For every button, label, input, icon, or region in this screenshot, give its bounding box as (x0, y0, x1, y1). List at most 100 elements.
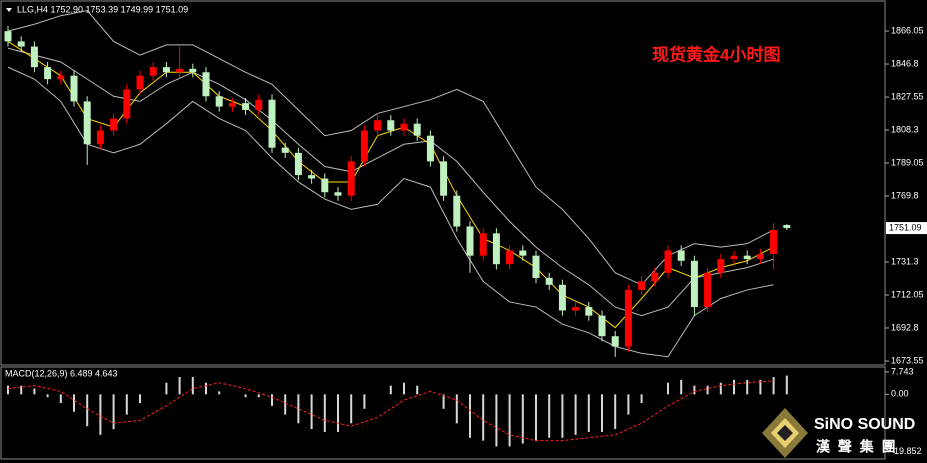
candle-body (598, 315, 606, 337)
candle-body (717, 259, 725, 273)
macd-bar (297, 394, 300, 424)
macd-bar (271, 394, 273, 406)
macd-bar (416, 385, 419, 395)
macd-bar (706, 385, 709, 395)
macd-bar (73, 394, 75, 412)
bollinger-upper (7, 10, 774, 286)
macd-bar (719, 382, 722, 395)
macd-bar (627, 394, 630, 415)
candle-body (426, 135, 434, 162)
candle-body (374, 120, 382, 131)
macd-frame (0, 366, 886, 460)
y-tick-label: 1673.55 (891, 355, 924, 365)
candle-body (57, 75, 65, 80)
macd-bar (191, 376, 194, 395)
candle-body (44, 67, 52, 80)
macd-signal (7, 380, 774, 442)
candle-body (611, 336, 619, 347)
candle-body (730, 255, 738, 260)
candle-body (83, 101, 91, 145)
logo: SiNO SOUND 漢 聲 集 團 (762, 408, 915, 458)
candle-body (440, 161, 448, 196)
macd-bar (205, 382, 207, 395)
candle-body (572, 307, 580, 311)
y-tick-label: 1827.55 (891, 91, 924, 101)
macd-bar (785, 375, 788, 395)
y-tick-label: 1808.3 (891, 124, 919, 134)
macd-bar (99, 394, 102, 435)
macd-bar (482, 394, 485, 441)
candle-body (677, 250, 685, 261)
macd-bar (350, 394, 353, 424)
candle-body (176, 68, 184, 73)
macd-bar (257, 394, 260, 398)
candle-body (242, 103, 250, 110)
y-tick-label: 7.743 (891, 366, 914, 376)
candle-body (136, 75, 144, 90)
macd-bar (403, 382, 405, 395)
candle-body (413, 123, 421, 136)
chart-title: 现货黄金4小时图 (652, 44, 780, 64)
candle-body (110, 118, 118, 131)
last-price-label: 1751.09 (889, 222, 922, 232)
macd-bar (535, 394, 537, 441)
candle-body (202, 72, 210, 97)
macd-bar (455, 394, 458, 424)
bollinger-lower (7, 66, 774, 358)
candle-body (268, 99, 276, 148)
macd-bar (495, 394, 498, 447)
candle-body (360, 130, 368, 162)
candle-body (123, 89, 131, 119)
macd-bar (772, 376, 775, 395)
macd-bar (521, 394, 524, 444)
last-price-box (886, 222, 927, 235)
candle-body (334, 192, 342, 196)
macd-bar (323, 394, 326, 432)
main-frame (0, 0, 886, 366)
candle-body (519, 250, 527, 256)
macd-bar (442, 394, 445, 409)
macd-bar (7, 385, 9, 395)
macd-bar (680, 379, 683, 395)
macd-bar (389, 385, 392, 395)
candle-body (651, 272, 659, 282)
macd-bar (284, 394, 287, 415)
y-tick-label: 1692.8 (891, 322, 919, 332)
macd-label: MACD(12,26,9) 6.489 4.643 (5, 368, 118, 378)
candle-body (347, 161, 355, 196)
macd-bar (601, 394, 603, 432)
macd-bar (59, 394, 62, 404)
macd-bar (337, 394, 339, 432)
macd-bar (112, 394, 115, 430)
logo-group: 漢 聲 集 團 (816, 439, 898, 455)
macd-bar (561, 394, 564, 438)
y-tick-label: 0.00 (891, 389, 909, 399)
macd-bar (508, 394, 511, 447)
y-tick-label: 1866.05 (891, 25, 924, 35)
bollinger-middle (7, 47, 774, 317)
macd-bar (640, 394, 643, 404)
macd-bar (587, 394, 590, 432)
candle-body (294, 152, 302, 176)
candle-body (189, 68, 197, 73)
candle-body (479, 233, 487, 256)
macd-bar (733, 379, 735, 395)
candle-body (321, 178, 329, 193)
candle-body (255, 99, 263, 110)
candle-body (4, 31, 12, 42)
macd-bar (139, 394, 141, 404)
candle-body (704, 272, 712, 308)
macd-bar (165, 382, 168, 395)
candle-body (664, 250, 672, 273)
macd-bar (548, 394, 551, 438)
candle-body (558, 284, 566, 311)
symbol-header: LLG,H4 1752.90 1753.39 1749.99 1751.09 (17, 4, 188, 14)
macd-bar (86, 394, 89, 427)
candle-body (453, 195, 461, 227)
macd-bar (363, 394, 366, 409)
macd-bar (667, 382, 669, 395)
macd-bar (693, 385, 696, 395)
macd-bar (218, 391, 221, 395)
candle-body (466, 226, 474, 256)
